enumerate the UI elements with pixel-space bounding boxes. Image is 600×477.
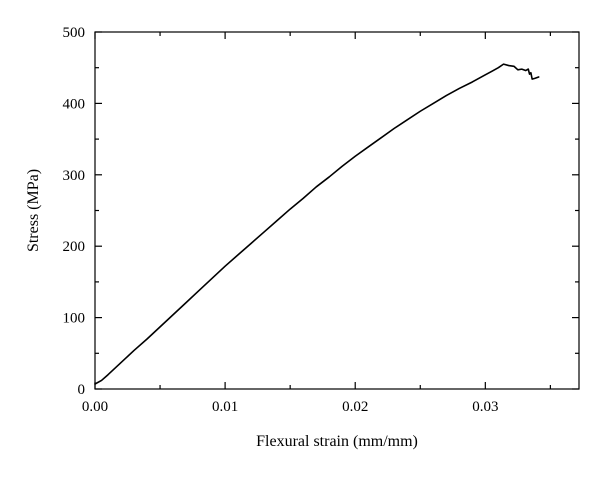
x-tick-label: 0.01 [212, 399, 238, 415]
y-tick-label: 100 [63, 311, 86, 327]
y-tick-label: 300 [63, 168, 86, 184]
x-tick-label: 0.02 [342, 399, 368, 415]
plot-area [94, 63, 540, 385]
y-tick-label: 200 [63, 239, 86, 255]
axes [94, 31, 580, 390]
x-tick-label: 0.00 [82, 399, 108, 415]
x-tick-label: 0.03 [472, 399, 498, 415]
x-axis-ticks: 0.00 0.01 0.02 0.03 [82, 32, 551, 415]
plot-frame [94, 31, 580, 390]
y-tick-label: 0 [78, 382, 86, 398]
x-axis-title: Flexural strain (mm/mm) [256, 433, 418, 450]
stress-strain-curve [94, 63, 540, 385]
y-tick-label: 400 [63, 96, 86, 112]
y-axis-title: Stress (MPa) [25, 169, 42, 252]
y-tick-label: 500 [63, 25, 86, 41]
y-axis-ticks: 0 100 200 300 400 500 [63, 25, 579, 398]
